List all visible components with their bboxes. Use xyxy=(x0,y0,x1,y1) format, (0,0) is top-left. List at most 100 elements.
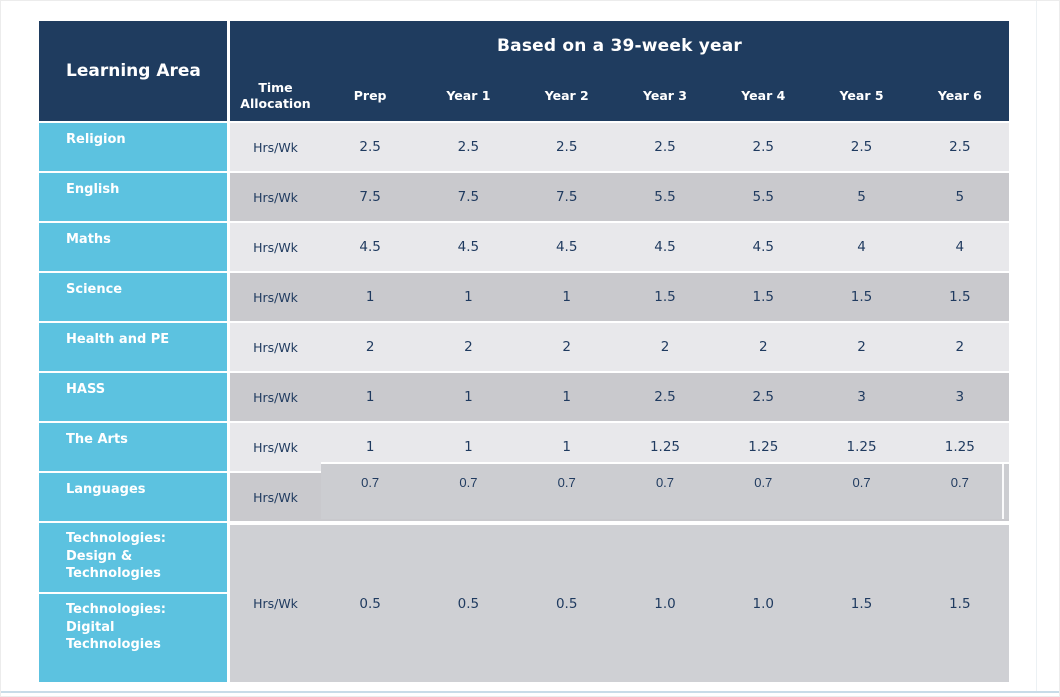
unit-cell: Hrs/Wk xyxy=(253,389,298,405)
value-cell: 2.5 xyxy=(654,389,676,405)
bottom-accent-line xyxy=(1,691,1059,693)
value-cell: 1.25 xyxy=(748,439,779,455)
value-cell: 0.5 xyxy=(359,595,381,612)
unit-cell: Hrs/Wk xyxy=(253,339,298,355)
column-header-year-1: Year 1 xyxy=(446,88,491,104)
value-cell: 1.5 xyxy=(949,595,971,612)
column-header-time-allocation: Time Allocation xyxy=(240,80,311,111)
value-cell: 0.5 xyxy=(457,595,480,612)
column-header-year-3: Year 3 xyxy=(642,88,687,104)
table-row-english: English Hrs/Wk 7.5 7.5 7.5 5.5 5.5 5 5 xyxy=(39,173,1009,221)
column-divider xyxy=(227,373,230,421)
value-cell: 1 xyxy=(562,289,571,305)
corner-header-label: Learning Area xyxy=(66,61,201,81)
table-row-hass: HASS Hrs/Wk 1 1 1 2.5 2.5 3 3 xyxy=(39,373,1009,421)
value-cell: 2.5 xyxy=(654,139,676,155)
column-divider xyxy=(227,473,230,521)
value-cell: 1 xyxy=(464,389,473,405)
value-cell: 1.25 xyxy=(649,439,681,455)
value-cell: 7.5 xyxy=(457,189,480,205)
table-row-science: Science Hrs/Wk 1 1 1 1.5 1.5 1.5 1.5 xyxy=(39,273,1009,321)
row-label: Religion xyxy=(39,123,227,171)
row-label: English xyxy=(39,173,227,221)
row-values: Hrs/Wk 0.5 0.5 0.5 1.0 1.0 1.5 1.5 xyxy=(230,523,1009,682)
subheader-row: Time Allocation Prep Year 1 Year 2 Year … xyxy=(230,71,1009,121)
value-cell: 7.5 xyxy=(555,189,578,205)
value-cell: 3 xyxy=(857,389,866,405)
value-cell: 2 xyxy=(955,339,965,355)
faint-right-margin-line xyxy=(1036,1,1037,691)
unit-cell: Hrs/Wk xyxy=(253,139,298,155)
value-cell: 1.0 xyxy=(654,595,676,612)
unit-cell: Hrs/Wk xyxy=(253,289,298,305)
value-cell: 3 xyxy=(955,389,965,405)
value-cell: 2 xyxy=(365,339,375,355)
column-header-prep: Prep xyxy=(353,88,387,104)
value-cell: 1.5 xyxy=(752,289,774,305)
value-cell: 4.5 xyxy=(752,239,774,255)
value-cell: 1.25 xyxy=(944,439,975,455)
value-cell: 0.7 xyxy=(459,475,478,490)
table-row-religion: Religion Hrs/Wk 2.5 2.5 2.5 2.5 2.5 2.5 … xyxy=(39,123,1009,171)
column-divider xyxy=(227,123,230,171)
value-cell: 1.25 xyxy=(846,439,877,455)
value-cell: 1.5 xyxy=(949,289,971,305)
row-label-digital-technologies: Technologies: Digital Technologies xyxy=(39,594,227,682)
column-divider xyxy=(227,523,230,682)
table-row-languages: Languages Hrs/Wk 0.7 0.7 0.7 0.7 0.7 0.7… xyxy=(39,464,1009,521)
value-cell: 1.0 xyxy=(752,595,774,612)
value-cell: 5.5 xyxy=(654,189,676,205)
value-cell: 1.5 xyxy=(850,289,873,305)
column-header-year-6: Year 6 xyxy=(937,88,982,104)
table-row-the-arts: The Arts Hrs/Wk 1 1 1 1.25 1.25 1.25 1.2… xyxy=(39,423,1009,471)
value-cell: 2.5 xyxy=(752,389,774,405)
table-header: Learning Area Based on a 39-week year Ti… xyxy=(39,21,1009,121)
row-label: Languages xyxy=(39,473,227,521)
unit-cell: Hrs/Wk xyxy=(253,439,298,455)
value-cell: 7.5 xyxy=(359,189,381,205)
value-cell: 0.5 xyxy=(555,595,578,612)
value-cell: 2.5 xyxy=(457,139,480,155)
column-divider xyxy=(227,323,230,371)
value-cell: 1 xyxy=(562,389,571,405)
value-cell: 1 xyxy=(464,439,473,455)
column-divider xyxy=(227,223,230,271)
row-values: Hrs/Wk 1 1 1 1.25 1.25 1.25 1.25 xyxy=(230,423,1009,471)
value-cell: 1 xyxy=(365,289,375,305)
row-label: Science xyxy=(39,273,227,321)
value-cell: 1 xyxy=(464,289,473,305)
row-values: Hrs/Wk 2 2 2 2 2 2 2 xyxy=(230,323,1009,371)
value-cell: 2.5 xyxy=(850,139,873,155)
column-divider xyxy=(227,173,230,221)
row-values: Hrs/Wk 4.5 4.5 4.5 4.5 4.5 4 4 xyxy=(230,223,1009,271)
column-header-year-2: Year 2 xyxy=(544,88,589,104)
value-cell: 2 xyxy=(758,339,768,355)
value-cell: 2.5 xyxy=(359,139,381,155)
row-values: Hrs/Wk 7.5 7.5 7.5 5.5 5.5 5 5 xyxy=(230,173,1009,221)
technologies-labels: Technologies: Design & Technologies Tech… xyxy=(39,523,227,682)
column-divider xyxy=(227,423,230,471)
value-cell: 1 xyxy=(365,439,375,455)
table-banner: Based on a 39-week year xyxy=(496,36,743,56)
corner-header-cell: Learning Area xyxy=(39,21,227,121)
value-cell: 2 xyxy=(562,339,571,355)
value-cell: 5 xyxy=(955,189,965,205)
value-cell: 0.7 xyxy=(754,475,773,490)
time-allocation-table: Learning Area Based on a 39-week year Ti… xyxy=(39,21,1009,682)
value-cell: 1.5 xyxy=(850,595,873,612)
table-row-technologies: Technologies: Design & Technologies Tech… xyxy=(39,523,1009,682)
unit-cell: Hrs/Wk xyxy=(253,239,298,255)
unit-cell: Hrs/Wk xyxy=(253,489,298,505)
value-cell: 5.5 xyxy=(752,189,774,205)
row-values: Hrs/Wk 2.5 2.5 2.5 2.5 2.5 2.5 2.5 xyxy=(230,123,1009,171)
column-header-year-4: Year 4 xyxy=(741,88,786,104)
value-cell: 0.7 xyxy=(655,475,675,490)
value-cell: 1 xyxy=(562,439,571,455)
value-cell: 4.5 xyxy=(555,239,578,255)
column-divider xyxy=(227,273,230,321)
row-label: The Arts xyxy=(39,423,227,471)
row-values: Hrs/Wk 1 1 1 2.5 2.5 3 3 xyxy=(230,373,1009,421)
row-label-design-technologies: Technologies: Design & Technologies xyxy=(39,523,227,592)
column-divider xyxy=(227,21,230,121)
